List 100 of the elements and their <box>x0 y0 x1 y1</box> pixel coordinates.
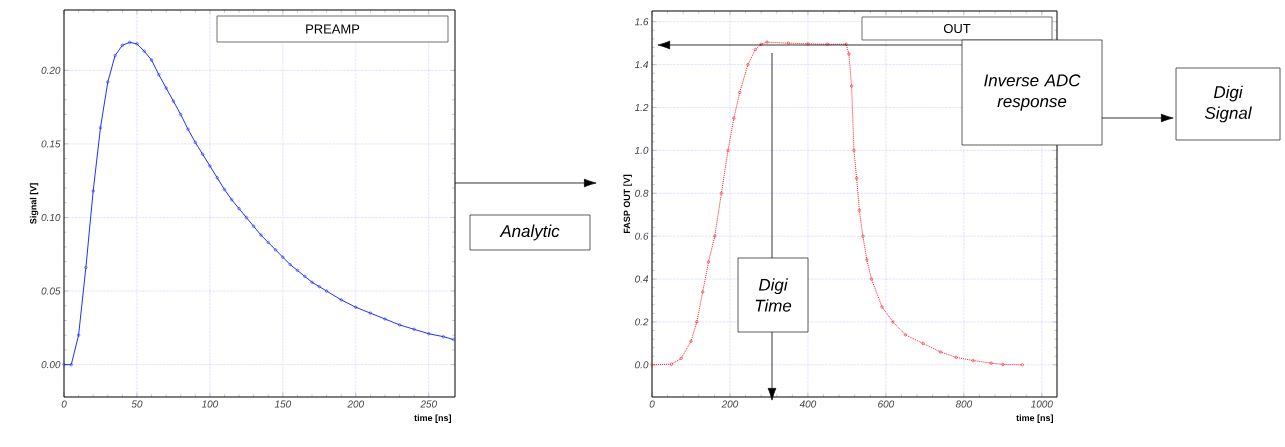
y-tick-label: 1.0 <box>634 146 649 154</box>
point <box>201 152 205 156</box>
y-tick-label: 0.20 <box>41 66 61 74</box>
point <box>281 255 285 259</box>
point <box>76 333 81 337</box>
point <box>106 80 110 84</box>
text: PREAMP <box>306 24 360 34</box>
point <box>971 358 975 363</box>
point <box>701 290 705 294</box>
point <box>753 48 757 52</box>
point <box>397 323 402 327</box>
point <box>719 191 723 195</box>
point <box>1001 362 1005 366</box>
point <box>120 43 124 47</box>
point <box>339 298 343 302</box>
point <box>865 258 869 262</box>
point <box>938 350 943 354</box>
x-axis-title: time [ns] <box>414 414 451 423</box>
y-tick-label: 0.00 <box>41 361 61 369</box>
point <box>855 176 859 180</box>
text: Analytic <box>499 224 560 241</box>
point <box>142 49 146 53</box>
point <box>98 126 103 130</box>
point <box>427 332 431 336</box>
point <box>738 90 742 95</box>
point <box>259 233 263 237</box>
x-tick-label: 100 <box>201 400 219 408</box>
point <box>695 320 699 324</box>
point <box>1020 363 1024 367</box>
point <box>186 127 190 131</box>
point <box>230 198 234 202</box>
point <box>91 189 95 193</box>
point <box>171 99 176 103</box>
x-tick-label: 200 <box>347 400 365 408</box>
y-tick-label: 0.15 <box>41 140 61 148</box>
point <box>252 224 256 228</box>
x-tick-label: 1000 <box>1030 400 1053 408</box>
point <box>179 112 183 117</box>
point <box>354 305 358 309</box>
y-axis-title: FASP OUT [V] <box>623 174 632 234</box>
annotation: Inverse ADC response <box>984 74 1081 111</box>
point <box>295 268 300 273</box>
y-tick-label: 0.05 <box>41 287 61 295</box>
point <box>441 335 445 339</box>
y-tick-label: 0.10 <box>41 213 61 221</box>
point <box>765 40 769 44</box>
x-tick-label: 800 <box>955 400 973 408</box>
point <box>310 280 314 284</box>
point <box>746 63 750 67</box>
x-tick-label: 50 <box>131 400 143 408</box>
point <box>847 52 851 56</box>
point <box>266 240 270 245</box>
point <box>208 164 212 168</box>
point <box>368 311 372 315</box>
x-tick-label: 600 <box>878 400 895 408</box>
point <box>806 42 810 46</box>
point <box>954 355 958 359</box>
y-tick-label: 0.4 <box>635 275 649 283</box>
point <box>84 265 88 270</box>
point <box>921 341 925 345</box>
point <box>222 187 227 192</box>
point <box>891 320 895 324</box>
point <box>383 317 387 321</box>
x-tick-label: 0 <box>649 400 655 408</box>
annotation: Digi Time <box>755 278 792 312</box>
point <box>157 73 161 77</box>
y-tick-label: 1.4 <box>634 61 649 69</box>
point <box>903 333 907 337</box>
point <box>303 274 307 278</box>
x-axis-title: time [ns] <box>1016 414 1053 423</box>
point <box>113 54 117 58</box>
point <box>135 42 139 46</box>
point <box>273 248 278 252</box>
point <box>759 42 763 46</box>
point <box>164 86 168 90</box>
point <box>726 148 730 152</box>
text: Digi Signal <box>1204 85 1252 123</box>
y-tick-label: 0.8 <box>635 189 649 197</box>
point <box>706 260 711 264</box>
y-tick-label: 1.6 <box>634 18 649 26</box>
point <box>732 116 736 120</box>
point <box>149 58 154 62</box>
point <box>849 84 854 88</box>
point <box>325 289 329 293</box>
point <box>786 41 791 45</box>
point <box>679 356 683 360</box>
y-tick-label: 0.6 <box>635 232 649 240</box>
point <box>989 361 993 365</box>
y-tick-label: 0.2 <box>635 318 649 326</box>
text: OUT <box>943 23 971 34</box>
point <box>880 305 884 309</box>
x-tick-label: 400 <box>799 400 817 408</box>
point <box>128 40 132 44</box>
point <box>650 363 654 367</box>
x-tick-label: 250 <box>420 400 437 408</box>
y-tick-label: 1.2 <box>634 104 649 111</box>
x-tick-label: 200 <box>721 400 739 408</box>
point <box>412 327 416 331</box>
point <box>215 176 219 180</box>
point <box>237 207 241 211</box>
